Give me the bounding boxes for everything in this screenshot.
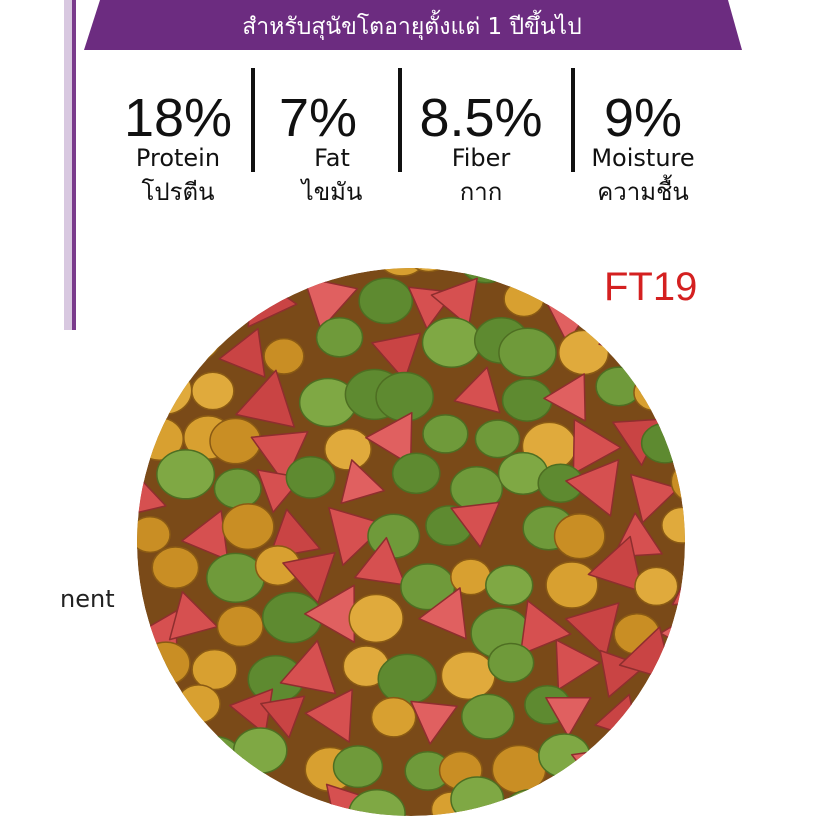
kibble-red xyxy=(572,418,622,475)
kibble-red xyxy=(365,411,413,466)
kibble-red xyxy=(587,535,643,593)
nutrient-name: Protein xyxy=(136,144,220,172)
kibble-red xyxy=(519,600,572,656)
kibble-red xyxy=(260,695,306,739)
nutrient-thai: ความชื้น xyxy=(597,174,689,206)
kibble-red xyxy=(453,366,501,414)
kibble-yellow xyxy=(191,648,238,691)
kibble-red xyxy=(599,649,646,698)
kibble-red xyxy=(555,639,602,691)
kibble-photo xyxy=(137,268,685,816)
kibble-green xyxy=(501,378,553,422)
kibble-red xyxy=(371,332,422,381)
nutrient-thai: กาก xyxy=(460,178,503,206)
nutrient-value: 18% xyxy=(124,88,232,148)
kibble-yellow xyxy=(440,650,496,701)
kibble-yellow xyxy=(370,696,417,738)
kibble-red xyxy=(545,696,592,738)
kibble-red xyxy=(565,459,620,517)
kibble-yellow xyxy=(375,268,429,277)
kibble-green xyxy=(498,327,557,378)
kibble-yellow xyxy=(545,561,599,609)
nutrient-value: 8.5% xyxy=(419,88,542,148)
kibble-green xyxy=(358,277,414,325)
kibble-green xyxy=(391,452,441,495)
kibble-red xyxy=(630,473,680,524)
kibble-red xyxy=(279,639,337,695)
kibble-green xyxy=(461,693,515,740)
kibble-red xyxy=(354,536,407,586)
kibble-red xyxy=(543,373,586,422)
left-edge xyxy=(64,0,74,330)
kibble-red xyxy=(218,327,266,378)
kibble-green xyxy=(421,317,482,368)
kibble-yellow xyxy=(137,515,171,554)
product-code: FT19 xyxy=(604,265,697,309)
kibble-green xyxy=(487,642,535,683)
banner-text: สำหรับสุนัขโตอายุตั้งแต่ 1 ปีขึ้นไป xyxy=(242,10,581,40)
kibble-red xyxy=(450,501,501,548)
kibble-green xyxy=(315,317,364,358)
kibble-red xyxy=(303,276,359,331)
kibble-red xyxy=(235,369,295,428)
kibble-yellow xyxy=(191,371,235,411)
nutrient-name: Moisture xyxy=(591,144,694,172)
kibble-yellow xyxy=(348,593,404,644)
kibble-green xyxy=(213,468,262,510)
nutrient-name: Fiber xyxy=(452,144,511,172)
kibble-yellow xyxy=(661,506,685,544)
kibble-yellow xyxy=(634,566,679,607)
kibble-red xyxy=(418,587,467,640)
kibble-red xyxy=(282,551,336,604)
kibble-yellow xyxy=(221,503,275,551)
nutrient-list: 18%Protein โปรตีน 7%Fat ไขมัน 8.5%Fiber กาก 9%… xyxy=(124,88,695,206)
kibble-red xyxy=(410,700,458,745)
kibble-green xyxy=(375,371,434,422)
kibble-yellow xyxy=(209,417,262,465)
nutrient-thai: ไขมัน xyxy=(300,178,363,206)
kibble-green xyxy=(156,449,216,500)
kibble-yellow xyxy=(553,513,606,560)
kibble-red xyxy=(304,688,353,743)
kibble-yellow xyxy=(324,427,372,471)
nutrient-value: 9% xyxy=(604,88,682,148)
kibble-red xyxy=(250,431,309,485)
left-edge-line xyxy=(72,0,76,330)
kibble-green xyxy=(485,564,534,606)
kibble-red xyxy=(430,277,478,328)
kibble-red xyxy=(564,602,620,658)
kibble-green xyxy=(332,745,384,789)
kibble-green xyxy=(474,419,521,459)
kibble-green xyxy=(285,455,336,499)
kibble-red xyxy=(340,459,385,505)
banner xyxy=(84,0,742,50)
kibble-yellow xyxy=(263,337,305,375)
kibble-red xyxy=(168,591,219,641)
kibble-yellow xyxy=(216,605,264,648)
kibble-green xyxy=(377,653,438,705)
kibble-yellow xyxy=(450,558,492,596)
kibble-green xyxy=(422,414,469,454)
kibble-yellow xyxy=(151,546,200,589)
kibble-yellow xyxy=(404,268,453,273)
nutrient-name: Fat xyxy=(314,144,350,172)
nutrient-thai: โปรตีน xyxy=(141,178,214,206)
kibble-red xyxy=(328,506,387,566)
nutrient-value: 7% xyxy=(279,88,357,148)
side-text: nent xyxy=(60,585,115,613)
